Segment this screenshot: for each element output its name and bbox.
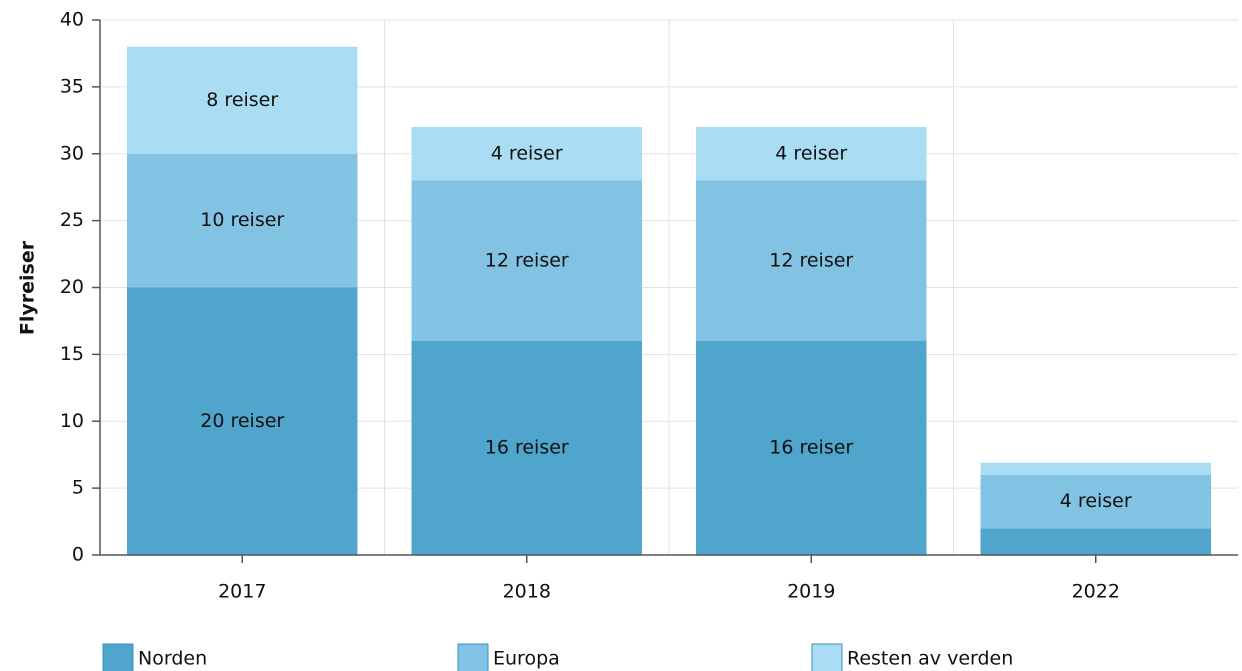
x-tick-label: 2022 xyxy=(1072,581,1120,603)
y-tick-label: 10 xyxy=(60,410,84,432)
bar-segment xyxy=(980,474,1211,529)
legend-swatch xyxy=(102,643,134,671)
legend-swatch xyxy=(457,643,489,671)
data-label: 20 reiser xyxy=(200,410,284,432)
bar-segment xyxy=(696,180,927,341)
x-tick-label: 2019 xyxy=(787,581,835,603)
bar-segment xyxy=(127,46,358,154)
bar-segment xyxy=(696,341,927,555)
legend-label: Europa xyxy=(493,648,560,670)
bar-segment xyxy=(127,153,358,288)
bar-segment xyxy=(127,287,358,555)
data-label: 16 reiser xyxy=(769,437,853,459)
y-tick-label: 35 xyxy=(60,75,84,97)
data-label: 4 reiser xyxy=(775,142,847,164)
data-label: 12 reiser xyxy=(769,249,853,271)
x-tick-label: 2018 xyxy=(503,581,551,603)
y-tick-label: 5 xyxy=(72,477,84,499)
bar-segment xyxy=(980,462,1211,475)
x-tick-label: 2017 xyxy=(218,581,266,603)
data-label: 10 reiser xyxy=(200,209,284,231)
data-label: 8 reiser xyxy=(206,89,278,111)
y-tick-label: 0 xyxy=(72,544,84,566)
data-label: 4 reiser xyxy=(491,142,563,164)
bar-segment xyxy=(411,127,642,181)
y-tick-label: 40 xyxy=(60,9,84,31)
data-label: 12 reiser xyxy=(485,249,569,271)
legend-label: Norden xyxy=(138,648,207,670)
y-axis-label: Flyreiser xyxy=(17,240,39,335)
bar-segment xyxy=(980,528,1211,555)
y-tick-label: 25 xyxy=(60,209,84,231)
y-tick-label: 30 xyxy=(60,142,84,164)
y-tick-label: 20 xyxy=(60,276,84,298)
bar-segment xyxy=(696,127,927,181)
data-label: 4 reiser xyxy=(1060,490,1132,512)
legend-swatch xyxy=(811,643,843,671)
legend-label: Resten av verden xyxy=(847,648,1013,670)
bar-segment xyxy=(411,341,642,555)
data-label: 16 reiser xyxy=(485,437,569,459)
y-tick-label: 15 xyxy=(60,343,84,365)
bar-segment xyxy=(411,180,642,341)
